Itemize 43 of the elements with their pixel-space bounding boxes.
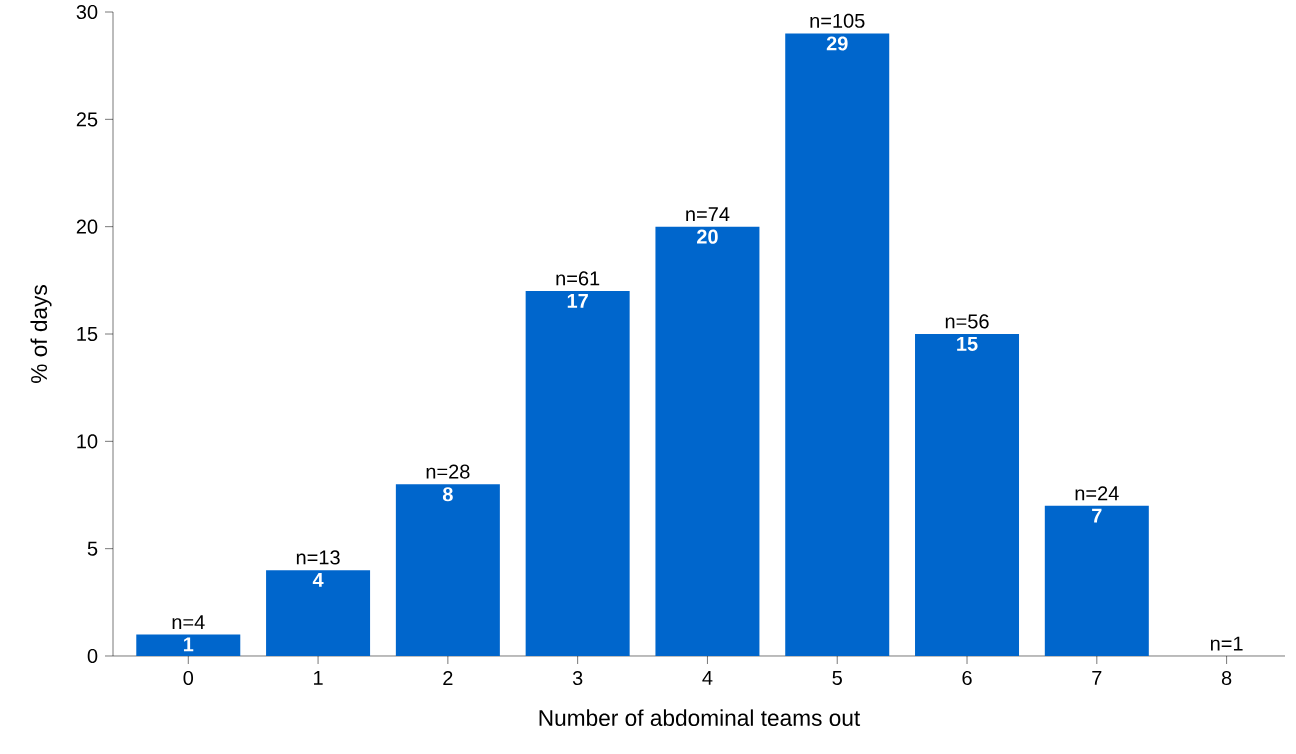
x-tick-label: 0 xyxy=(183,670,194,686)
annotation: n=61 xyxy=(556,271,600,286)
y-tick-label: 0 xyxy=(87,648,98,664)
bar xyxy=(655,226,760,656)
annotation: n=28 xyxy=(426,464,470,479)
y-tick-label: 25 xyxy=(76,112,98,127)
data-label: 15 xyxy=(957,336,978,351)
annotation: n=24 xyxy=(1075,486,1119,501)
annotation: n=74 xyxy=(686,207,730,222)
y-axis-title: % of days xyxy=(30,285,52,383)
x-tick-label: 6 xyxy=(962,670,972,686)
x-tick-label: 2 xyxy=(443,670,453,685)
annotation: n=4 xyxy=(172,615,205,629)
y-tick-label: 30 xyxy=(76,4,98,20)
data-label: 8 xyxy=(442,487,453,502)
x-tick-label: 1 xyxy=(314,670,323,685)
y-tick-label: 5 xyxy=(87,541,98,556)
x-tick-label: 3 xyxy=(572,670,583,686)
bar xyxy=(785,33,890,656)
bar xyxy=(525,291,630,656)
bar xyxy=(915,334,1020,656)
x-axis-title: Number of abdominal teams out xyxy=(539,709,861,727)
y-tick-label: 15 xyxy=(77,327,98,341)
annotation: n=13 xyxy=(296,550,340,565)
annotation: n=1 xyxy=(1210,636,1243,651)
data-label: 7 xyxy=(1092,508,1102,523)
annotation: n=56 xyxy=(945,314,989,329)
bar xyxy=(1044,505,1149,656)
data-label: 17 xyxy=(567,294,588,308)
data-label: 4 xyxy=(312,573,324,587)
y-tick-label: 20 xyxy=(76,219,98,234)
bar xyxy=(395,484,500,656)
annotation: n=105 xyxy=(810,13,865,28)
x-tick-label: 7 xyxy=(1092,670,1102,685)
data-label: 1 xyxy=(183,637,194,652)
x-tick-label: 8 xyxy=(1221,670,1232,686)
x-tick-label: 4 xyxy=(702,670,713,685)
x-tick-label: 5 xyxy=(832,670,842,685)
data-label: 29 xyxy=(826,36,848,51)
data-label: 20 xyxy=(697,229,718,244)
bar xyxy=(136,634,241,656)
bar xyxy=(266,570,371,656)
y-tick-label: 10 xyxy=(77,434,98,449)
